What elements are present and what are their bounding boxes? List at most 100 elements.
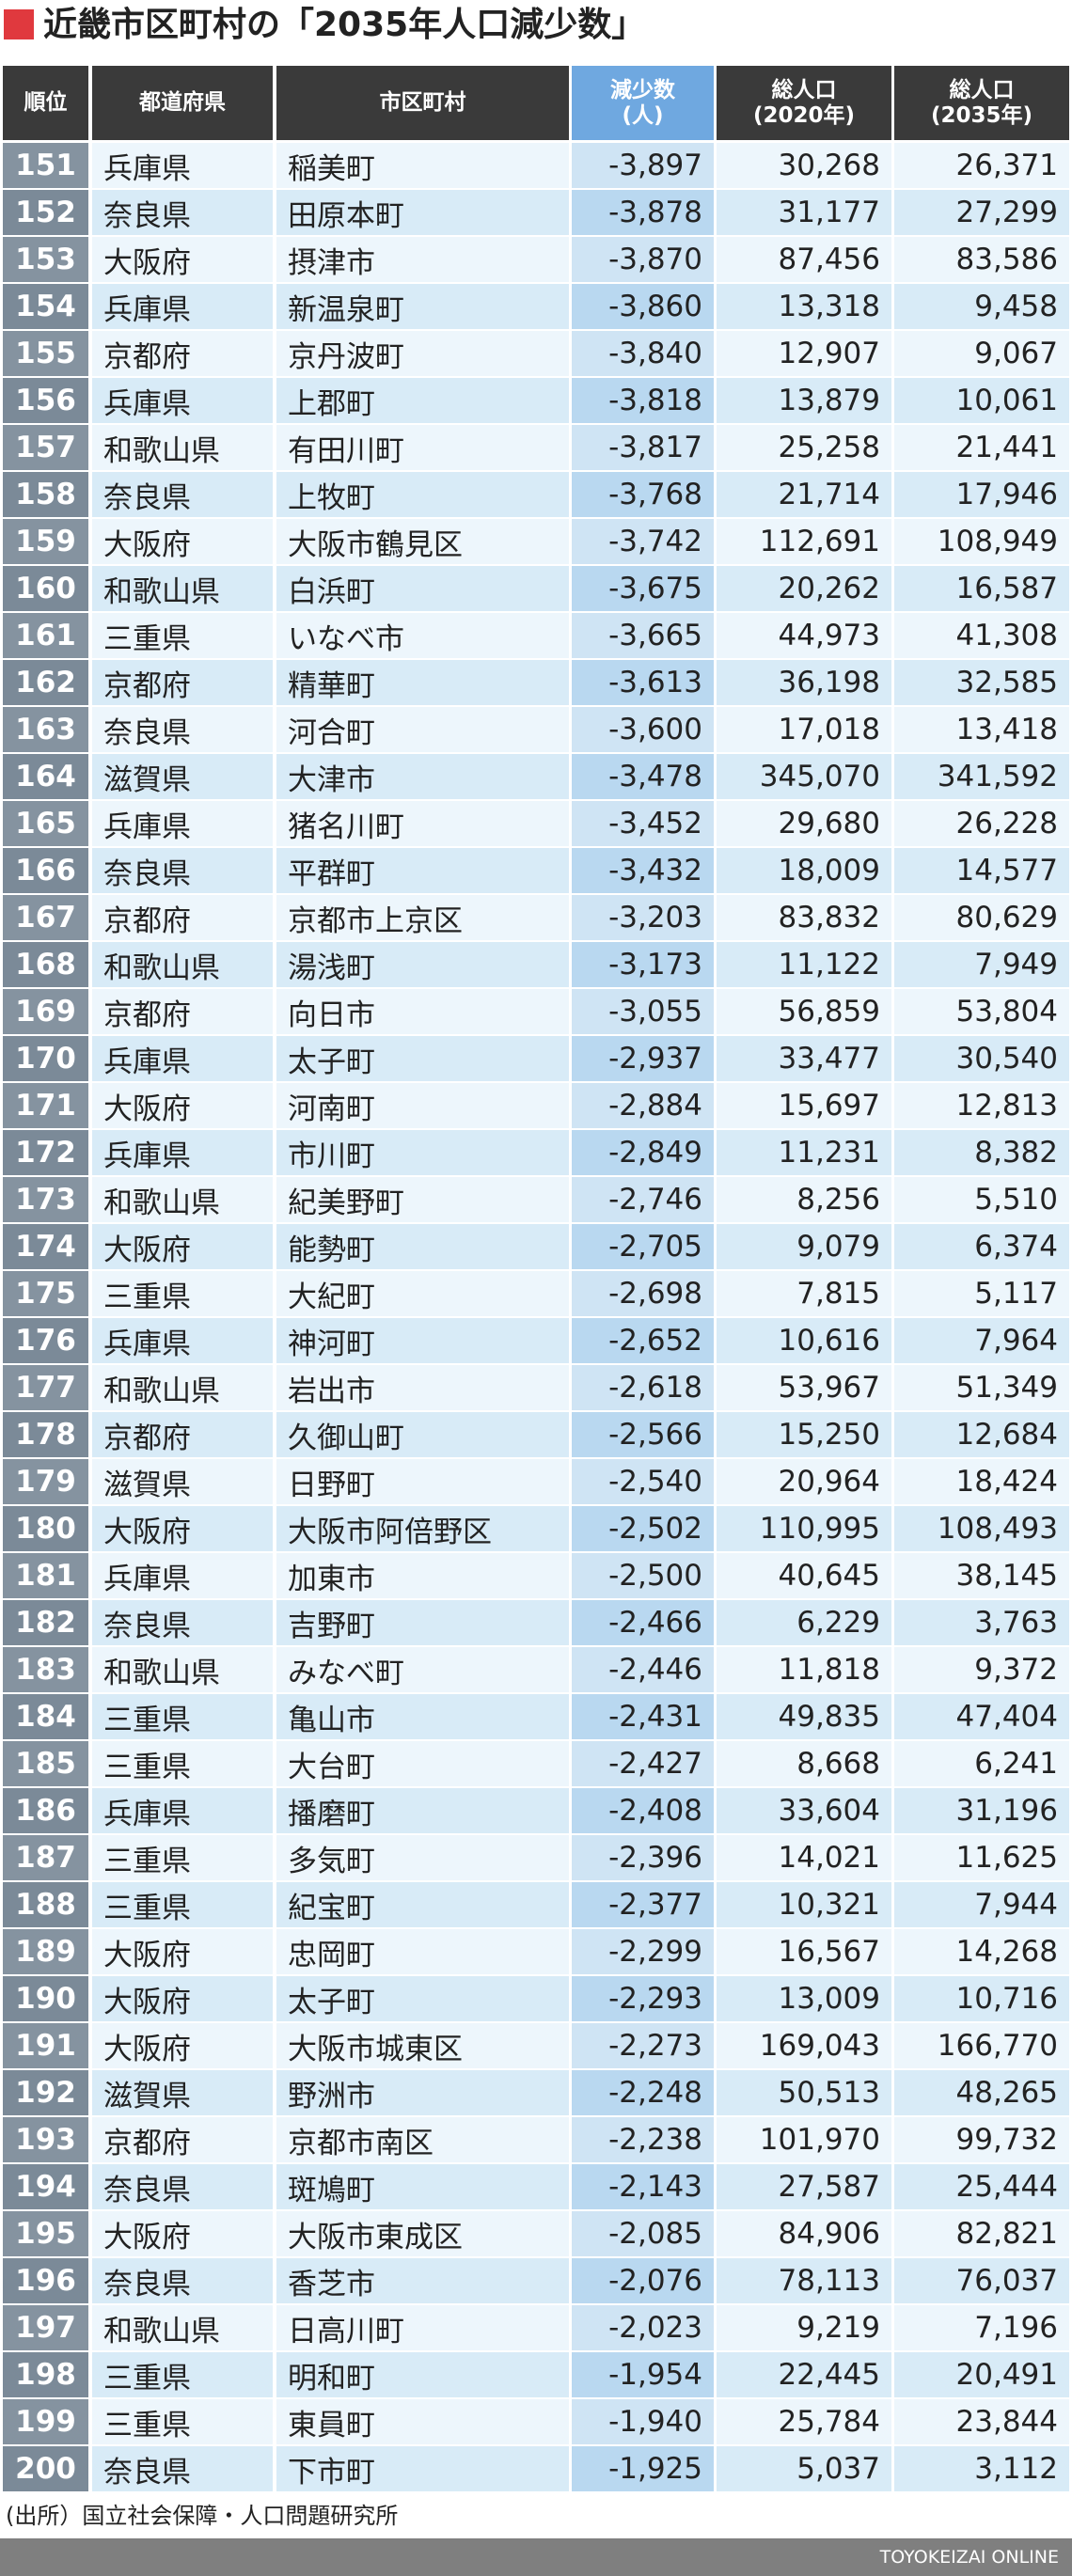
table-cell: -3,452 [572,801,714,846]
table-cell: 大阪市東成区 [276,2211,569,2256]
table-cell: 13,009 [717,1976,891,2021]
table-cell: 9,372 [894,1647,1069,1692]
table-cell: 164 [3,754,88,799]
table-cell: 6,374 [894,1224,1069,1269]
table-cell: 神河町 [276,1318,569,1363]
table-cell: 108,949 [894,519,1069,564]
table-cell: 久御山町 [276,1412,569,1457]
table-cell: 196 [3,2258,88,2303]
table-cell: 摂津市 [276,237,569,282]
table-cell: 13,879 [717,378,891,423]
table-cell: 166 [3,848,88,893]
table-cell: -3,665 [572,613,714,658]
table-cell: 163 [3,707,88,752]
table-cell: 大阪府 [92,2023,273,2068]
table-cell: いなべ市 [276,613,569,658]
table-cell: 斑鳩町 [276,2164,569,2209]
table-cell: 186 [3,1788,88,1833]
table-cell: 精華町 [276,660,569,705]
table-cell: 49,835 [717,1694,891,1739]
table-cell: 50,513 [717,2070,891,2115]
table-cell: 三重県 [92,2352,273,2397]
table-cell: 20,964 [717,1459,891,1504]
table-cell: 河南町 [276,1083,569,1128]
table-cell: 三重県 [92,1271,273,1316]
table-cell: 奈良県 [92,707,273,752]
table-cell: 157 [3,425,88,470]
table-cell: 15,697 [717,1083,891,1128]
table-cell: 7,815 [717,1271,891,1316]
table-cell: -2,377 [572,1882,714,1927]
table-cell: 26,371 [894,143,1069,188]
table-cell: -2,427 [572,1741,714,1786]
table-cell: -2,293 [572,1976,714,2021]
table-cell: 3,763 [894,1600,1069,1645]
table-cell: 兵庫県 [92,1318,273,1363]
table-cell: 7,944 [894,1882,1069,1927]
table-cell: -2,299 [572,1929,714,1974]
table-cell: 112,691 [717,519,891,564]
table-cell: -2,408 [572,1788,714,1833]
column-header: 市区町村 [276,66,569,140]
table-cell: 14,268 [894,1929,1069,1974]
table-cell: 195 [3,2211,88,2256]
table-cell: 加東市 [276,1553,569,1598]
table-cell: 17,946 [894,472,1069,517]
table-cell: 市川町 [276,1130,569,1175]
table-cell: 9,458 [894,284,1069,329]
table-cell: 21,441 [894,425,1069,470]
table-cell: 155 [3,331,88,376]
table-cell: 30,268 [717,143,891,188]
table-cell: 188 [3,1882,88,1927]
table-cell: 170 [3,1036,88,1081]
table-cell: 和歌山県 [92,1177,273,1222]
table-cell: 三重県 [92,2399,273,2444]
table-cell: 滋賀県 [92,754,273,799]
table-cell: 河合町 [276,707,569,752]
table-cell: -2,746 [572,1177,714,1222]
table-cell: 82,821 [894,2211,1069,2256]
table-cell: 大阪市鶴見区 [276,519,569,564]
table-cell: -2,143 [572,2164,714,2209]
table-cell: 14,577 [894,848,1069,893]
table-cell: -1,940 [572,2399,714,2444]
table-cell: 多気町 [276,1835,569,1880]
table-cell: 12,813 [894,1083,1069,1128]
table-cell: -3,203 [572,895,714,940]
brand-bar: TOYOKEIZAI ONLINE [0,2538,1072,2576]
table-cell: 新温泉町 [276,284,569,329]
table-cell: 13,318 [717,284,891,329]
table-cell: 180 [3,1506,88,1551]
table-cell: -2,705 [572,1224,714,1269]
table-cell: -3,768 [572,472,714,517]
table-cell: 47,404 [894,1694,1069,1739]
table-cell: -2,500 [572,1553,714,1598]
table-cell: 兵庫県 [92,1130,273,1175]
brand: TOYOKEIZAI ONLINE [879,2547,1059,2568]
table-cell: 152 [3,190,88,235]
table-cell: -2,248 [572,2070,714,2115]
table-cell: 三重県 [92,1835,273,1880]
table-cell: 171 [3,1083,88,1128]
table-cell: 176 [3,1318,88,1363]
table-cell: 51,349 [894,1365,1069,1410]
table-cell: 31,177 [717,190,891,235]
table-cell: 20,262 [717,566,891,611]
table-cell: 197 [3,2305,88,2350]
table-cell: 白浜町 [276,566,569,611]
table-cell: 紀宝町 [276,1882,569,1927]
table-cell: 和歌山県 [92,2305,273,2350]
table-cell: 8,256 [717,1177,891,1222]
table-cell: 大阪府 [92,2211,273,2256]
table-cell: 京都府 [92,1412,273,1457]
table-cell: 192 [3,2070,88,2115]
table-cell: 32,585 [894,660,1069,705]
table-cell: 33,477 [717,1036,891,1081]
table-cell: -3,600 [572,707,714,752]
table-cell: 341,592 [894,754,1069,799]
table-cell: 26,228 [894,801,1069,846]
table-cell: 上郡町 [276,378,569,423]
table-cell: 18,424 [894,1459,1069,1504]
table-cell: 198 [3,2352,88,2397]
table-cell: 11,625 [894,1835,1069,1880]
